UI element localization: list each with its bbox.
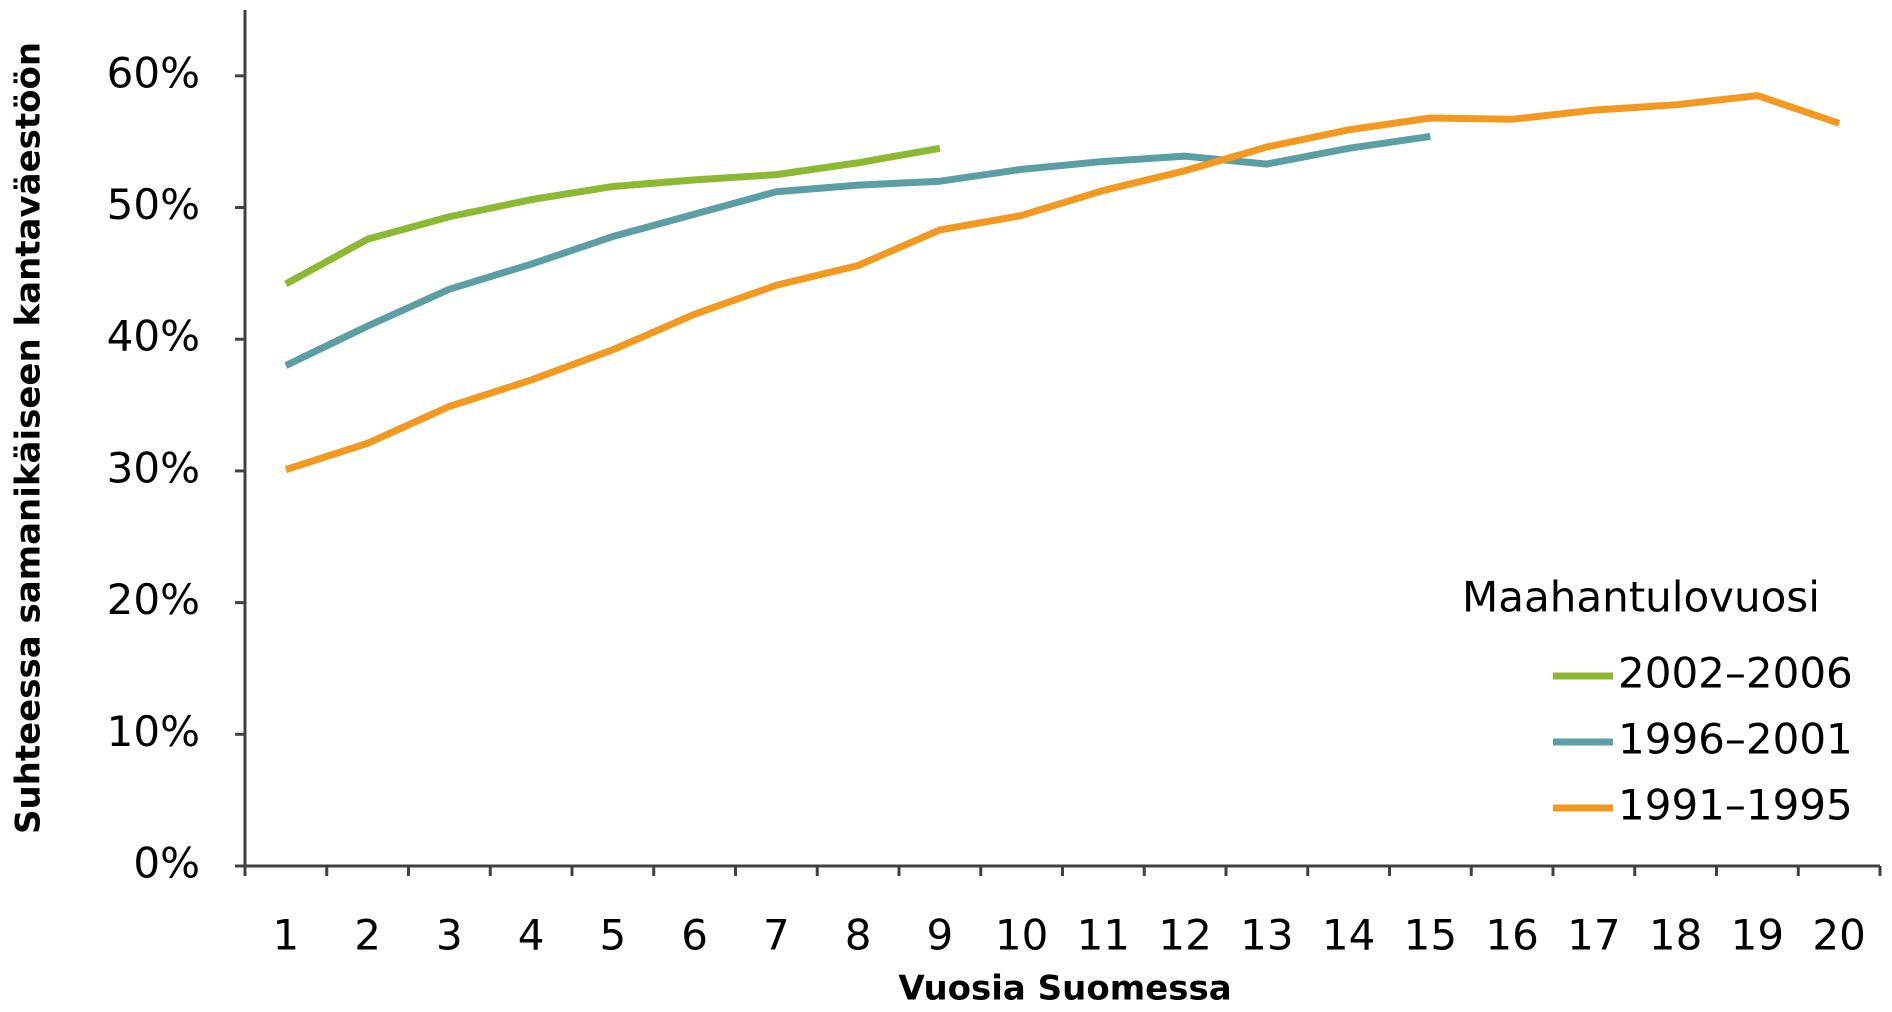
x-tick-label: 13 [1240, 911, 1293, 960]
y-tick-label: 20% [107, 575, 200, 624]
y-tick-label: 30% [107, 443, 200, 492]
x-tick-label: 9 [927, 911, 954, 960]
x-tick-label: 15 [1404, 911, 1457, 960]
y-tick-label: 10% [107, 707, 200, 756]
x-tick-label: 1 [273, 911, 300, 960]
y-tick-label: 0% [133, 839, 200, 888]
y-tick-label: 40% [107, 312, 200, 361]
x-tick-label: 16 [1485, 911, 1538, 960]
legend-label: 1991–1995 [1618, 781, 1853, 830]
legend-title: Maahantulovuosi [1462, 573, 1820, 622]
y-axis-title: Suhteessa samanikäiseen kantaväestöön [9, 42, 49, 834]
x-tick-label: 12 [1158, 911, 1211, 960]
series-line [284, 92, 1841, 473]
y-tick-label: 50% [107, 180, 200, 229]
x-tick-label: 3 [436, 911, 463, 960]
x-tick-label: 6 [681, 911, 708, 960]
x-axis-title: Vuosia Suomessa [898, 969, 1231, 1009]
x-tick-label: 2 [354, 911, 381, 960]
x-tick-label: 4 [518, 911, 545, 960]
x-tick-label: 11 [1077, 911, 1130, 960]
x-tick-label: 20 [1812, 911, 1865, 960]
x-tick-label: 8 [845, 911, 872, 960]
x-tick-label: 14 [1322, 911, 1375, 960]
y-tick-label: 60% [107, 48, 200, 97]
legend-label: 1996–2001 [1618, 715, 1853, 764]
series-line [284, 144, 941, 287]
x-tick-label: 18 [1649, 911, 1702, 960]
x-tick-label: 10 [995, 911, 1048, 960]
x-tick-label: 19 [1731, 911, 1784, 960]
legend-label: 2002–2006 [1618, 649, 1853, 698]
series-line [284, 132, 1431, 369]
x-tick-label: 7 [763, 911, 790, 960]
x-tick-label: 17 [1567, 911, 1620, 960]
x-tick-label: 5 [600, 911, 627, 960]
